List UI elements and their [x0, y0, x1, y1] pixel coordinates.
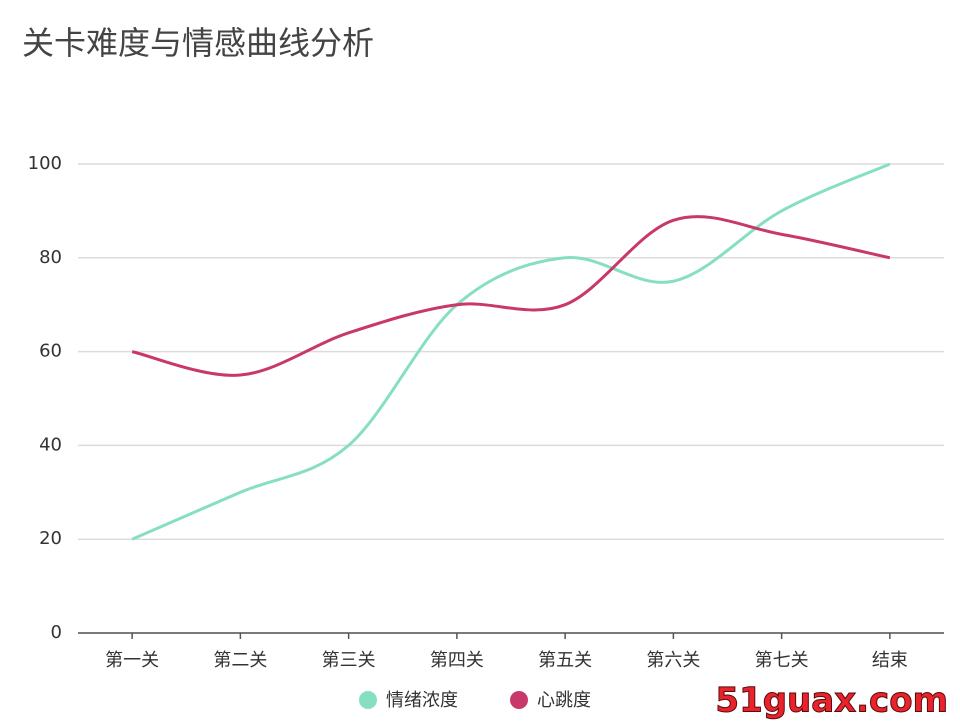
y-tick-label: 60: [39, 341, 62, 362]
watermark: 51guax.com: [715, 681, 948, 721]
x-tick-label: 结束: [872, 650, 908, 671]
y-tick-label: 80: [39, 247, 62, 268]
legend-marker: [510, 691, 528, 709]
x-tick-label: 第二关: [213, 650, 267, 671]
legend-marker: [359, 691, 377, 709]
y-tick-label: 40: [39, 434, 62, 455]
x-tick-label: 第六关: [646, 650, 700, 671]
y-tick-label: 0: [51, 622, 62, 643]
x-tick-label: 第五关: [538, 650, 592, 671]
x-tick-label: 第四关: [430, 650, 484, 671]
chart-title: 关卡难度与情感曲线分析: [22, 24, 374, 62]
legend-label: 心跳度: [537, 690, 591, 711]
line-series: [131, 162, 891, 541]
y-tick-label: 20: [39, 528, 62, 549]
x-tick-label: 第七关: [755, 650, 809, 671]
line-series: [131, 215, 891, 377]
legend-label: 情绪浓度: [386, 690, 458, 711]
x-tick-label: 第一关: [105, 650, 159, 671]
x-tick-label: 第三关: [322, 650, 376, 671]
y-tick-label: 100: [28, 153, 62, 174]
